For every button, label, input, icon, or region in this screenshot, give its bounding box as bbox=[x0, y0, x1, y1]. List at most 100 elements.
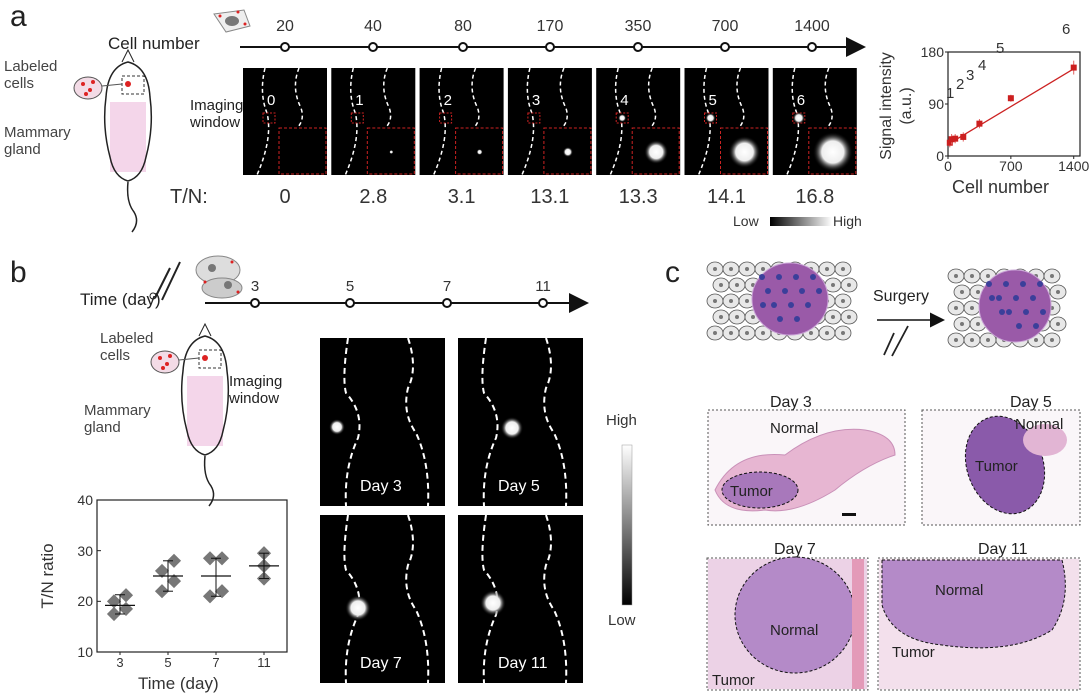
cell-nucleus bbox=[986, 274, 990, 278]
inset-signal bbox=[562, 147, 573, 157]
tumor-nucleus bbox=[1033, 323, 1039, 329]
day-ticks bbox=[250, 298, 548, 308]
cell-nucleus bbox=[713, 267, 717, 271]
x-axis-label: Cell number bbox=[952, 177, 1050, 197]
roi-box bbox=[527, 112, 541, 124]
signal-spot bbox=[345, 595, 371, 621]
tumor-nucleus bbox=[760, 302, 766, 308]
cell-nucleus bbox=[713, 331, 717, 335]
colorbar-low-label-a: Low bbox=[733, 213, 759, 229]
tumor-nucleus bbox=[1040, 309, 1046, 315]
body-outline bbox=[383, 67, 392, 129]
cell-nucleus bbox=[847, 315, 851, 319]
inset-box bbox=[366, 127, 415, 175]
labeled-cell bbox=[91, 80, 95, 84]
tn-value: 14.1 bbox=[707, 186, 746, 208]
time-day-label: Time (day) bbox=[80, 290, 161, 309]
labeled-cell bbox=[158, 356, 162, 360]
histology-day-label: Day 3 bbox=[770, 394, 812, 411]
tumor-region bbox=[881, 559, 1066, 649]
labeled-cells-dish bbox=[73, 76, 103, 100]
panel-letter-a: a bbox=[10, 0, 27, 33]
labeled-cell bbox=[81, 82, 85, 86]
cell-nucleus bbox=[976, 322, 980, 326]
tumor-nucleus bbox=[776, 274, 782, 280]
tumor-nucleus bbox=[788, 302, 794, 308]
day-tick: 5 bbox=[345, 278, 355, 295]
tn-label: T/N: bbox=[170, 186, 208, 208]
labeled-cells-dish bbox=[150, 350, 180, 374]
imaging-window-box bbox=[121, 75, 145, 95]
inset-box bbox=[455, 127, 504, 175]
body-outline bbox=[736, 67, 745, 129]
imaging-tiles-b bbox=[320, 337, 583, 684]
inset-box bbox=[720, 127, 768, 175]
cell-cluster-icon bbox=[195, 255, 243, 299]
normal-label: Normal bbox=[1015, 416, 1064, 433]
tumor-nucleus bbox=[816, 288, 822, 294]
cell-nucleus bbox=[825, 267, 829, 271]
tumor-label: Tumor bbox=[892, 644, 935, 661]
body-outline bbox=[471, 67, 480, 129]
data-point bbox=[952, 135, 959, 142]
cell-nucleus bbox=[841, 331, 845, 335]
data-point bbox=[106, 606, 122, 622]
imaging-tile bbox=[507, 68, 592, 175]
day-image-label: Day 7 bbox=[360, 655, 402, 672]
roi-box bbox=[615, 112, 629, 124]
cell-nucleus bbox=[970, 274, 974, 278]
fit-line bbox=[949, 68, 1075, 144]
image-index-label: 2 bbox=[443, 92, 452, 109]
data-point bbox=[166, 553, 182, 568]
image-index-label: 1 bbox=[355, 92, 364, 109]
y-tick-label: 0 bbox=[936, 148, 944, 164]
imaging-tiles-a bbox=[243, 67, 857, 176]
cell-nucleus bbox=[986, 338, 990, 342]
mammary-gland-region bbox=[110, 102, 146, 172]
pointer-line bbox=[178, 357, 200, 361]
colorbar-high-label-b: High bbox=[606, 412, 637, 429]
inset-signal bbox=[644, 140, 669, 164]
timeline-tick bbox=[280, 42, 290, 52]
x-tick-label: 0 bbox=[944, 158, 952, 174]
tumor-nucleus bbox=[1030, 295, 1036, 301]
cell-nucleus bbox=[831, 315, 835, 319]
normal-label: Normal bbox=[770, 622, 819, 639]
labeled-cells-label-a: Labeled cells bbox=[4, 58, 58, 92]
normal-label: Normal bbox=[935, 582, 984, 599]
surgery-label: Surgery bbox=[873, 288, 930, 305]
panel-c-graphics bbox=[706, 261, 1081, 691]
day-tick: 11 bbox=[535, 278, 551, 295]
data-point bbox=[118, 588, 134, 603]
tumor-nucleus bbox=[1037, 281, 1043, 287]
point-label: 3 bbox=[966, 67, 975, 84]
cell-nucleus bbox=[745, 267, 749, 271]
mammary-gland-label-b: Mammary gland bbox=[84, 402, 151, 436]
muscle-strip bbox=[852, 559, 864, 689]
y-tick-label: 180 bbox=[920, 44, 944, 60]
x-tick-label: 3 bbox=[116, 655, 124, 670]
cell-nucleus bbox=[735, 315, 739, 319]
tn-value: 16.8 bbox=[795, 186, 835, 208]
labeled-cells-dot bbox=[125, 81, 131, 87]
tumor-nucleus bbox=[1013, 295, 1019, 301]
x-tick-label: 700 bbox=[999, 158, 1023, 174]
body-outline bbox=[559, 67, 568, 129]
data-point bbox=[976, 120, 983, 127]
signal-intensity-chart bbox=[945, 51, 1081, 159]
tumor-nucleus bbox=[805, 302, 811, 308]
histology-day-label: Day 5 bbox=[1010, 394, 1052, 411]
labeled-cell bbox=[165, 362, 169, 366]
y-tick-label: 10 bbox=[77, 644, 93, 660]
cell-nucleus bbox=[825, 331, 829, 335]
cell-number-tick: 40 bbox=[364, 18, 382, 35]
x-tick-label: 11 bbox=[257, 655, 271, 670]
x-axis-label: Time (day) bbox=[138, 674, 219, 693]
tumor-label: Tumor bbox=[712, 672, 755, 689]
cell-nucleus bbox=[954, 306, 958, 310]
imaging-tile bbox=[458, 515, 583, 683]
cell-nucleus bbox=[841, 267, 845, 271]
y-tick-label: 40 bbox=[77, 492, 93, 508]
point-label: 6 bbox=[1062, 21, 1071, 38]
